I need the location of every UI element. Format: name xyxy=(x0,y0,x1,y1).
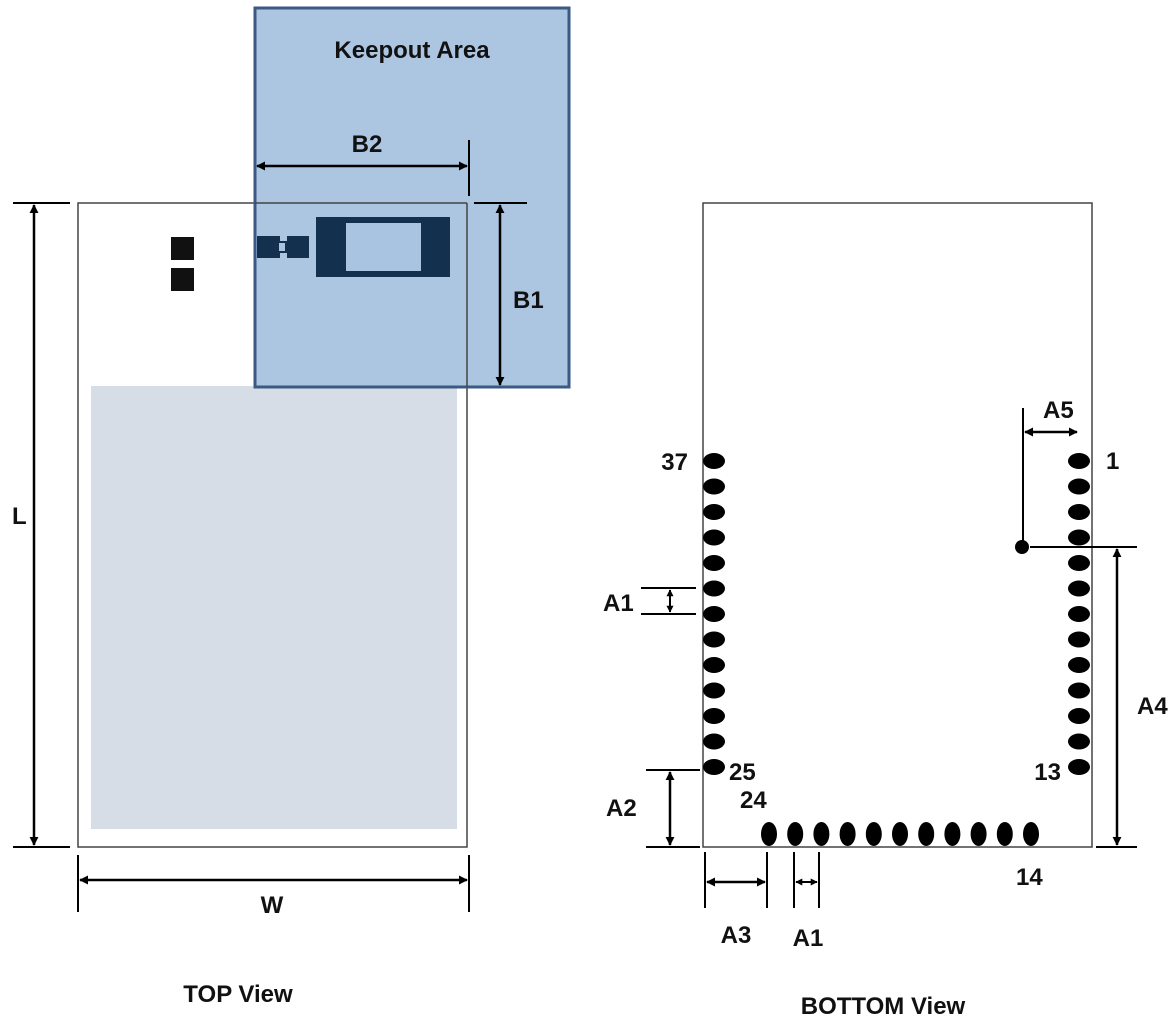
pad-right xyxy=(1068,529,1090,546)
pin-label-37: 37 xyxy=(661,449,688,476)
pad-left xyxy=(703,682,725,699)
dim-A5-label: A5 xyxy=(1043,397,1074,424)
pad-left xyxy=(703,504,725,520)
pad-left xyxy=(703,657,725,673)
dimension-A1-pitch-vertical: A1 xyxy=(603,587,696,617)
pin-label-13: 13 xyxy=(1034,759,1061,786)
pad-bottom xyxy=(944,822,961,846)
dimension-B2: B2 xyxy=(256,131,470,196)
dim-B2-label: B2 xyxy=(352,131,383,158)
pin-label-24: 24 xyxy=(740,787,767,814)
pad-right xyxy=(1068,682,1090,699)
dimension-A1-pitch-horizontal: A1 xyxy=(793,852,824,952)
pad-right xyxy=(1068,478,1090,495)
pad-right xyxy=(1068,504,1090,520)
bottom-view: 1 13 14 24 25 37 A1 A2 A3 xyxy=(603,202,1168,1020)
pad-right xyxy=(1068,606,1090,622)
dim-A1-label-left: A1 xyxy=(603,590,634,617)
dim-A2-label: A2 xyxy=(606,795,637,822)
shield-area xyxy=(91,386,457,829)
top-view: L W B2 B1 Keepout Area TOP View xyxy=(12,6,571,1008)
dim-A4-label: A4 xyxy=(1137,693,1168,720)
pad-right xyxy=(1068,631,1090,648)
pad-bottom xyxy=(1023,822,1039,846)
pad-bottom xyxy=(970,822,987,846)
pad-left xyxy=(703,631,725,648)
dim-L-label: L xyxy=(12,503,27,530)
pad-right xyxy=(1068,657,1090,673)
pin-label-1: 1 xyxy=(1106,448,1119,475)
pad-right xyxy=(1068,580,1090,597)
bottom-pad-row xyxy=(761,822,1039,846)
pad-right xyxy=(1068,555,1090,571)
pad-left xyxy=(703,733,725,750)
dim-W-label: W xyxy=(261,892,284,919)
dimension-W: W xyxy=(77,855,470,919)
pad-left xyxy=(703,478,725,495)
pad-right xyxy=(1068,759,1090,775)
pin1-reference-dot xyxy=(1015,540,1029,554)
pad-bottom xyxy=(996,822,1013,846)
pad-left xyxy=(703,759,725,775)
chip-antenna xyxy=(316,217,450,277)
pad-left xyxy=(703,529,725,546)
left-pad-column xyxy=(703,453,725,775)
smd-component xyxy=(171,237,194,291)
dim-A3-label: A3 xyxy=(721,922,752,949)
pad-left xyxy=(703,708,725,724)
antenna-matching-component xyxy=(257,236,309,258)
keepout-label: Keepout Area xyxy=(334,37,490,64)
pad-bottom xyxy=(813,822,830,846)
pad-bottom xyxy=(892,822,908,846)
dimension-A5: A5 xyxy=(1015,397,1078,554)
bottom-view-title: BOTTOM View xyxy=(801,993,966,1020)
pad-bottom xyxy=(761,822,777,846)
right-pad-column xyxy=(1068,453,1090,775)
dim-A1-label-bottom: A1 xyxy=(793,925,824,952)
top-view-title: TOP View xyxy=(183,981,293,1008)
keepout-area xyxy=(253,6,571,389)
pad-bottom xyxy=(918,822,935,846)
dimension-A4: A4 xyxy=(1030,546,1168,848)
pin-label-14: 14 xyxy=(1016,864,1043,891)
pad-right xyxy=(1068,453,1090,469)
pad-left xyxy=(703,606,725,622)
pad-left xyxy=(703,580,725,597)
module-outline-bottom xyxy=(702,202,1093,848)
dimension-A2: A2 xyxy=(606,769,700,848)
pad-left xyxy=(703,453,725,469)
pad-right xyxy=(1068,708,1090,724)
pad-bottom xyxy=(839,822,856,846)
dim-B1-label: B1 xyxy=(513,287,544,314)
dimension-B1: B1 xyxy=(474,202,544,386)
pad-right xyxy=(1068,733,1090,750)
pad-left xyxy=(703,555,725,571)
pad-bottom xyxy=(865,822,882,846)
dimension-A3: A3 xyxy=(704,852,768,949)
pad-bottom xyxy=(787,822,804,846)
pin-label-25: 25 xyxy=(729,759,756,786)
dimension-L: L xyxy=(12,202,70,848)
